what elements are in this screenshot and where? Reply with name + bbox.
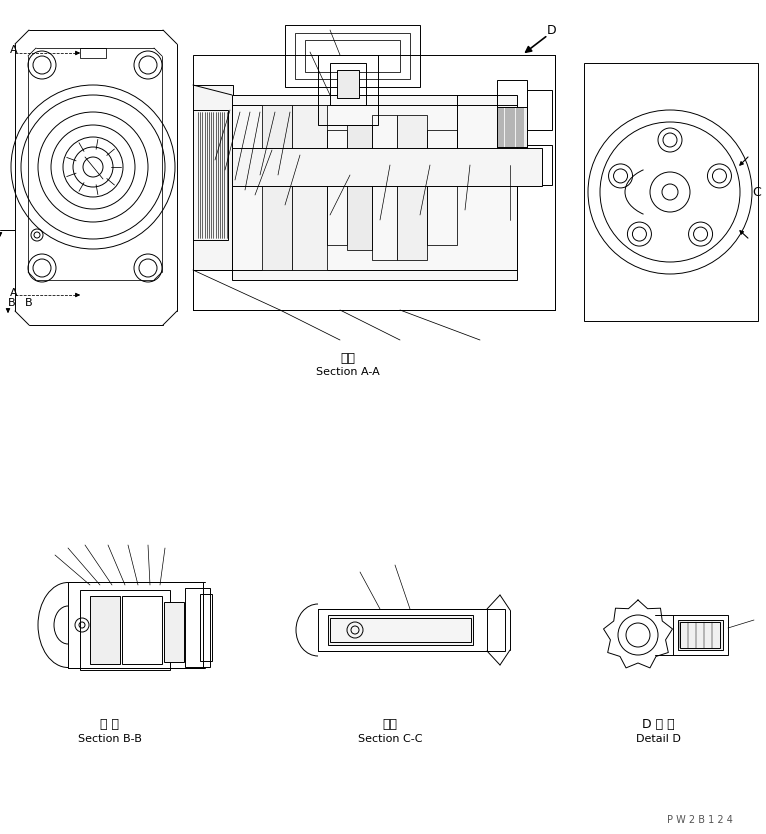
Bar — [527, 90, 552, 130]
Bar — [305, 40, 400, 72]
Text: 断 面: 断 面 — [100, 719, 119, 731]
Bar — [193, 55, 555, 310]
Bar — [337, 70, 359, 98]
Bar — [232, 95, 517, 280]
Bar — [164, 602, 184, 662]
Bar — [330, 63, 366, 105]
Text: C: C — [753, 185, 761, 198]
Bar — [680, 622, 720, 648]
Bar — [90, 596, 120, 664]
Bar — [80, 48, 106, 58]
Text: D: D — [547, 23, 557, 37]
Text: 断面: 断面 — [341, 351, 355, 364]
Bar — [193, 85, 233, 270]
Bar — [318, 609, 505, 651]
Bar — [68, 582, 203, 668]
Bar — [193, 110, 228, 240]
Bar — [372, 115, 397, 260]
Text: A: A — [10, 45, 18, 55]
Bar — [292, 105, 327, 270]
Text: D 詳 細: D 詳 細 — [642, 719, 674, 731]
Bar — [327, 130, 347, 245]
Bar — [347, 125, 372, 250]
Bar — [397, 115, 427, 260]
Bar — [527, 145, 552, 185]
Bar — [584, 63, 758, 321]
Text: A: A — [10, 288, 18, 298]
Bar — [80, 590, 170, 670]
Text: B: B — [25, 298, 33, 308]
Bar — [678, 620, 723, 650]
Text: P W 2 B 1 2 4: P W 2 B 1 2 4 — [667, 815, 733, 825]
Bar — [200, 594, 212, 661]
Text: 断面: 断面 — [382, 719, 398, 731]
Bar — [673, 615, 728, 655]
Text: B: B — [8, 298, 15, 308]
Bar — [318, 55, 378, 125]
Bar — [328, 615, 473, 645]
Text: Section C-C: Section C-C — [358, 734, 422, 744]
Bar — [427, 130, 457, 245]
Bar — [497, 107, 527, 147]
Text: Section B-B: Section B-B — [78, 734, 142, 744]
Bar — [457, 95, 497, 155]
Bar — [497, 80, 527, 175]
Bar — [295, 33, 410, 79]
Bar — [330, 618, 471, 642]
Bar — [232, 105, 517, 270]
Bar — [232, 148, 542, 186]
Bar — [262, 105, 292, 270]
Text: Detail D: Detail D — [636, 734, 680, 744]
Bar — [285, 25, 420, 87]
Text: Section A-A: Section A-A — [316, 367, 380, 377]
Bar — [185, 588, 210, 667]
Bar — [122, 596, 162, 664]
